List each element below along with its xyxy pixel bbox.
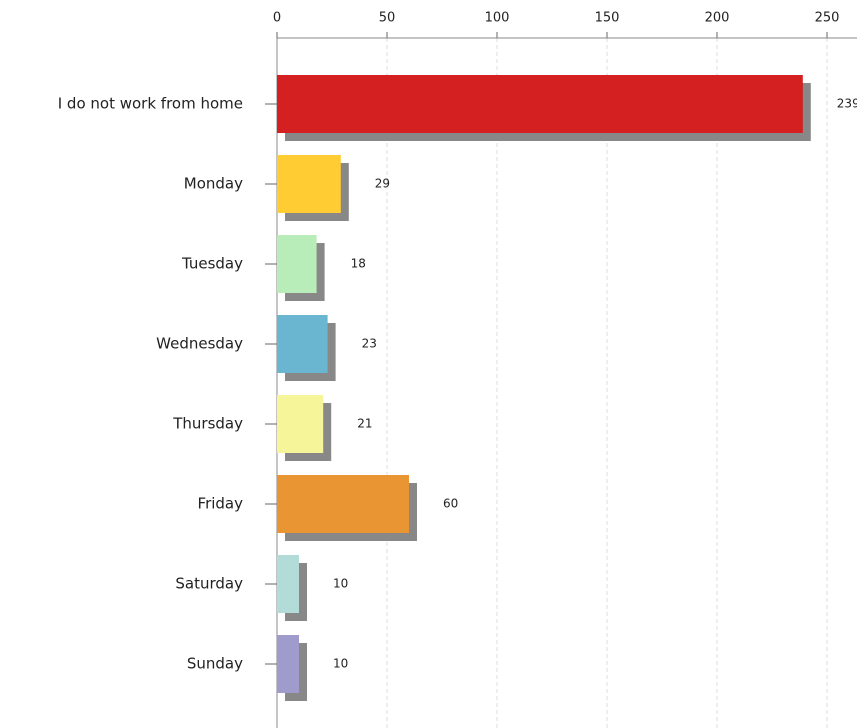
- bar: [277, 155, 341, 213]
- x-tick-label: 50: [379, 11, 396, 26]
- y-tick-label: I do not work from home: [58, 95, 243, 113]
- bar: [277, 555, 299, 613]
- bar: [277, 395, 324, 453]
- value-label: 18: [351, 257, 366, 271]
- y-tick-label: Friday: [198, 495, 244, 513]
- bar: [277, 75, 803, 133]
- bar: [277, 635, 299, 693]
- x-tick-label: 250: [815, 11, 840, 26]
- y-tick-label: Wednesday: [156, 335, 243, 353]
- value-label: 10: [333, 577, 348, 591]
- value-label: 29: [375, 177, 390, 191]
- y-tick-label: Thursday: [172, 415, 243, 433]
- y-tick-label: Sunday: [187, 655, 243, 673]
- x-tick-label: 0: [273, 11, 281, 26]
- value-label: 10: [333, 657, 348, 671]
- value-label: 21: [357, 417, 372, 431]
- bar: [277, 315, 328, 373]
- y-tick-label: Tuesday: [181, 255, 243, 273]
- y-tick-label: Saturday: [175, 575, 243, 593]
- value-label: 60: [443, 497, 458, 511]
- bar: [277, 235, 317, 293]
- value-label: 239: [837, 97, 857, 111]
- y-tick-label: Monday: [184, 175, 243, 193]
- x-tick-label: 100: [485, 11, 510, 26]
- x-tick-label: 150: [595, 11, 620, 26]
- bar: [277, 475, 409, 533]
- value-label: 23: [362, 337, 377, 351]
- x-tick-label: 200: [705, 11, 730, 26]
